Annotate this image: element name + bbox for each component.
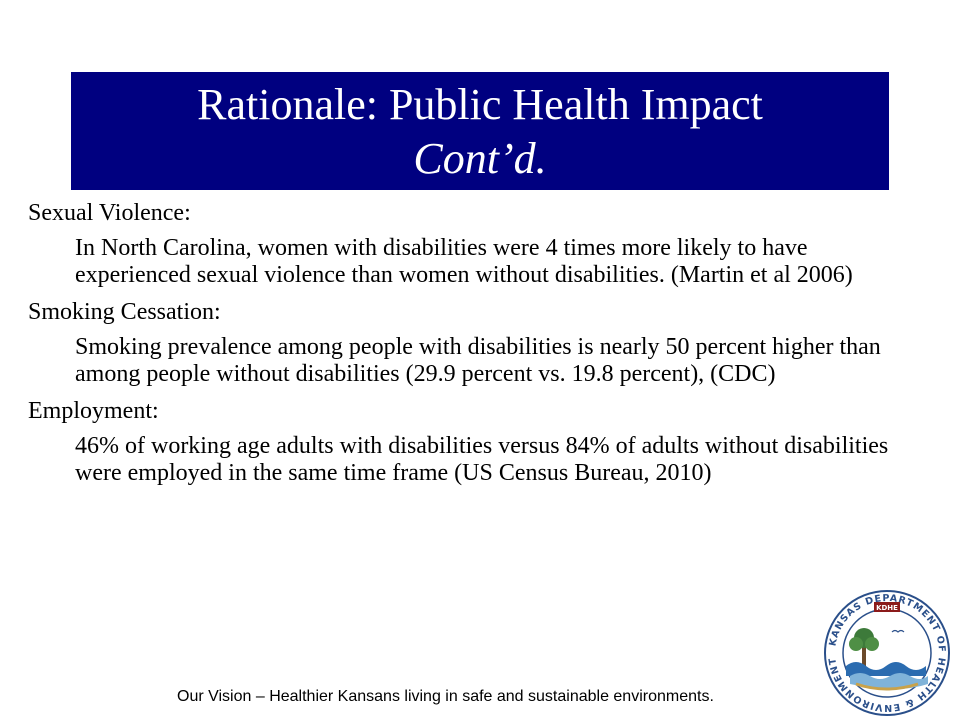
slide-body: Sexual Violence: In North Carolina, wome… <box>28 200 908 497</box>
section-text-employment: 46% of working age adults with disabilit… <box>75 433 889 486</box>
svg-text:KDHE: KDHE <box>876 604 898 612</box>
footer-vision-statement: Our Vision – Healthier Kansans living in… <box>177 688 714 705</box>
title-line-1: Rationale: Public Health Impact <box>197 80 763 129</box>
kdhe-logo: KANSAS DEPARTMENT OF HEALTH & ENVIRONMEN… <box>824 590 950 716</box>
bird-icon <box>891 629 905 633</box>
section-heading-employment: Employment: <box>28 398 159 424</box>
water-wave-icon <box>846 662 928 691</box>
section-text-smoking-cessation: Smoking prevalence among people with dis… <box>75 334 881 387</box>
tree-icon <box>849 628 879 666</box>
slide-title: Rationale: Public Health Impact Cont’d. <box>71 72 889 190</box>
section-text-sexual-violence: In North Carolina, women with disabiliti… <box>75 235 853 288</box>
section-heading-smoking-cessation: Smoking Cessation: <box>28 299 221 325</box>
kdhe-badge: KDHE <box>874 602 900 612</box>
title-line-2: Cont’d. <box>413 134 547 183</box>
section-heading-sexual-violence: Sexual Violence: <box>28 200 191 226</box>
